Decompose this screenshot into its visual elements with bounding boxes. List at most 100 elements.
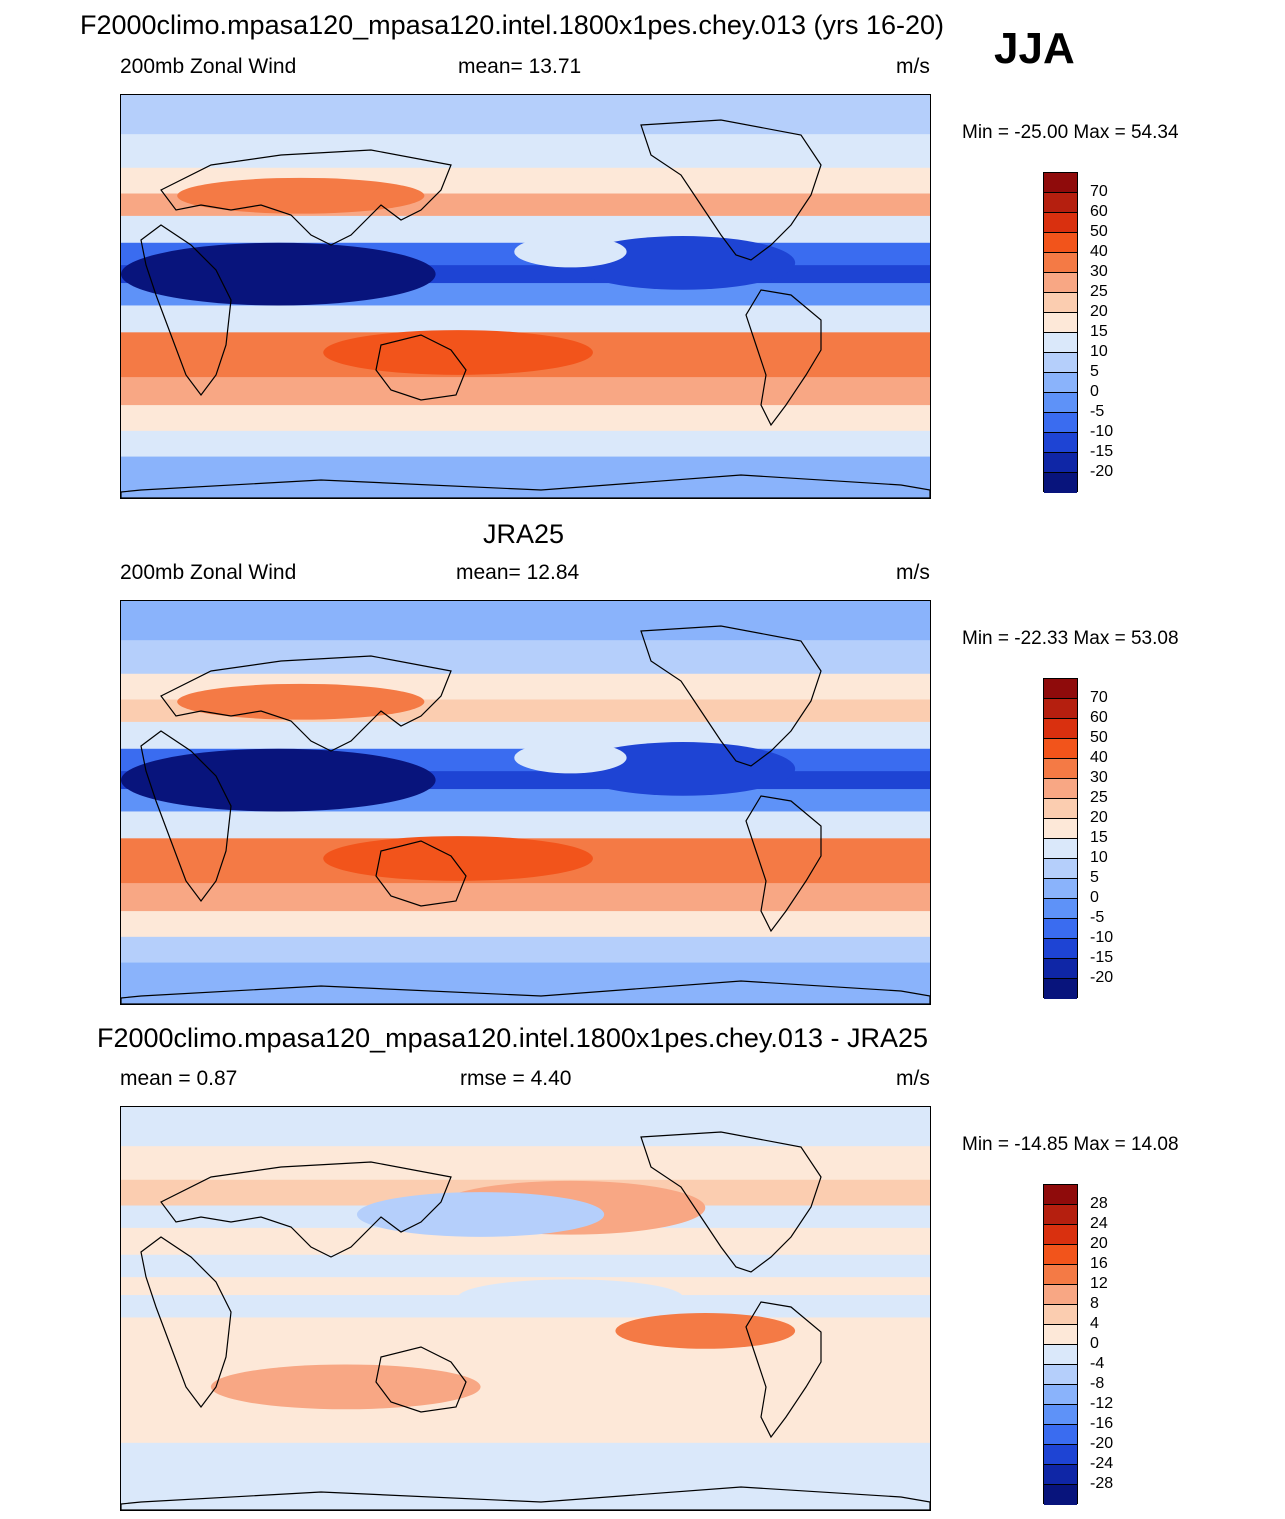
panel3-minmax: Min = -14.85 Max = 14.08 [962,1134,1179,1155]
colorbar-swatch [1044,233,1077,253]
field-cell [570,236,796,290]
colorbar-swatch [1044,1205,1077,1225]
colorbar-swatch [1044,699,1077,719]
colorbar-swatch [1044,333,1077,353]
colorbar-swatch [1044,1245,1077,1265]
coastline [140,224,232,396]
panel3-map [120,1106,931,1511]
colorbar-swatch [1044,679,1077,699]
coastline [121,474,930,498]
colorbar-swatch [1044,413,1077,433]
colorbar-swatch [1044,1385,1077,1405]
colorbar-swatch [1044,899,1077,919]
field-band [121,456,930,498]
panel3-mean-label: mean = 0.87 [120,1067,238,1090]
colorbar-swatch [1044,253,1077,273]
colorbar-swatch [1044,859,1077,879]
field-cell [177,177,425,214]
colorbar-swatch [1044,273,1077,293]
colorbar-tick-label: 40 [1090,749,1108,766]
colorbar-swatch [1044,433,1077,453]
panel1-title: F2000climo.mpasa120_mpasa120.intel.1800x… [80,10,945,40]
panel2-minmax: Min = -22.33 Max = 53.08 [962,628,1179,649]
colorbar-tick-label: 25 [1090,283,1108,300]
colorbar-tick-label: 30 [1090,769,1108,786]
colorbar-swatch [1044,1405,1077,1425]
colorbar-tick-label: -10 [1090,929,1114,946]
coastline [160,149,452,246]
field-band [121,305,930,333]
panel3-rmse-label: rmse = 4.40 [460,1067,572,1090]
field-band [121,377,930,406]
colorbar-swatch [1044,453,1077,473]
coastline [640,119,822,261]
colorbar-tick-label: 50 [1090,223,1108,240]
field-band [121,1344,930,1368]
panel2-left-label: 200mb Zonal Wind [120,561,297,584]
coastline [745,289,822,427]
colorbar-tick-label: 10 [1090,849,1108,866]
field-band [121,1254,930,1278]
colorbar-tick-label: 5 [1090,363,1099,380]
colorbar-swatch [1044,473,1077,493]
colorbar-tick-label: 30 [1090,263,1108,280]
colorbar-swatch [1044,839,1077,859]
field-cell [323,836,593,881]
colorbar-tick-label: 24 [1090,1215,1108,1232]
field-cell [514,742,627,774]
colorbar-tick-label: 60 [1090,709,1108,726]
colorbar-tick-label: -24 [1090,1455,1114,1472]
season-label: JJA [994,24,1075,73]
colorbar-swatch [1044,799,1077,819]
colorbar-tick-label: -15 [1090,443,1114,460]
colorbar-tick-label: 20 [1090,1235,1108,1252]
colorbar-tick-label: -4 [1090,1355,1105,1372]
colorbar-tick-label: -20 [1090,463,1114,480]
colorbar-swatch [1044,353,1077,373]
colorbar-tick-label: 0 [1090,889,1099,906]
field-band [121,811,930,839]
field-band [121,1468,930,1510]
field-band [121,883,930,912]
coastline [140,1236,232,1408]
colorbar-tick-label: -5 [1090,403,1105,420]
coastline [375,334,467,401]
colorbar-tick-label: -28 [1090,1475,1114,1492]
colorbar-tick-label: 5 [1090,869,1099,886]
colorbar-tick-label: 40 [1090,243,1108,260]
colorbar-tick-label: 20 [1090,303,1108,320]
colorbar-swatch [1044,1265,1077,1285]
colorbar-swatch [1044,819,1077,839]
colorbar-swatch [1044,1425,1077,1445]
colorbar-tick-label: -20 [1090,969,1114,986]
field-band [121,601,930,641]
colorbar-tick-label: 25 [1090,789,1108,806]
colorbar-swatch [1044,979,1077,999]
coastline [375,840,467,907]
colorbar-tick-label: 70 [1090,689,1108,706]
panel2-title: JRA25 [483,519,565,549]
colorbar-tick-label: -5 [1090,909,1105,926]
colorbar-tick-label: 8 [1090,1295,1099,1312]
colorbar-swatch [1044,1465,1077,1485]
colorbar-swatch [1044,919,1077,939]
field-cell [356,1192,605,1237]
colorbar-tick-label: -20 [1090,1435,1114,1452]
colorbar-swatch [1044,719,1077,739]
panel2-map-svg [121,601,930,1004]
field-cell [570,742,796,796]
colorbar-swatch [1044,1285,1077,1305]
colorbar-swatch [1044,939,1077,959]
colorbar-swatch [1044,173,1077,193]
panel3-units-label: m/s [896,1067,930,1090]
colorbar-tick-label: 70 [1090,183,1108,200]
panel2-map [120,600,931,1005]
panel1-map [120,94,931,499]
panel2-mean-label: mean= 12.84 [456,561,580,584]
field-band [121,1317,930,1345]
field-band [121,134,930,169]
colorbar-tick-label: -15 [1090,949,1114,966]
panel1-left-label: 200mb Zonal Wind [120,55,297,78]
colorbar-swatch [1044,373,1077,393]
field-band [121,911,930,938]
